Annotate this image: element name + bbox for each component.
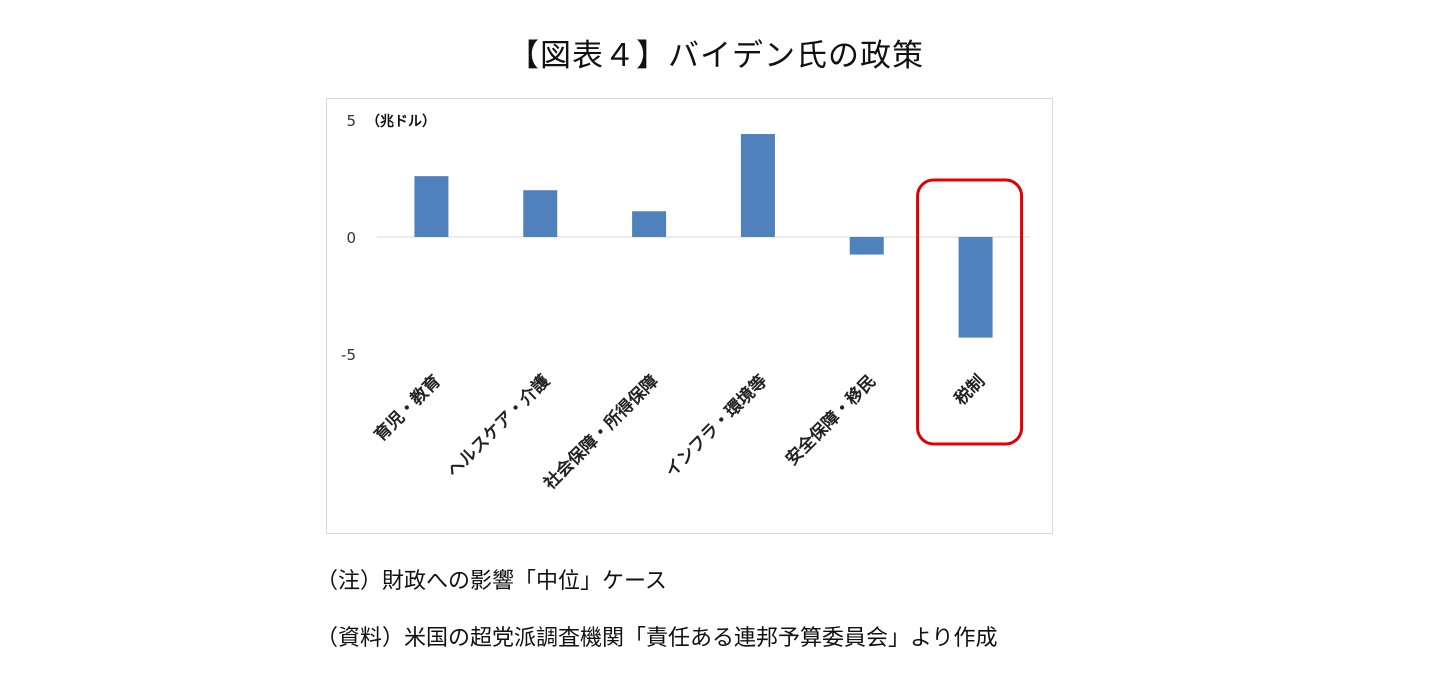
y-tick-label: 0 — [346, 229, 356, 247]
chart-source: （資料）米国の超党派調査機関「責任ある連邦予算委員会」より作成 — [316, 626, 998, 651]
chart-title: 【図表４】バイデン氏の政策 — [508, 38, 924, 74]
bar — [740, 134, 775, 237]
category-label: ヘルスケア・介護 — [443, 370, 555, 482]
bar — [632, 211, 667, 237]
category-label: 安全保障・移民 — [781, 371, 880, 470]
category-label: 税制 — [950, 371, 989, 410]
y-tick-label: 5 — [346, 112, 356, 130]
y-axis-unit: （兆ドル） — [366, 114, 436, 130]
category-label: 育児・教育 — [370, 371, 445, 446]
chart-note: （注）財政への影響「中位」ケース — [316, 569, 667, 594]
bar — [849, 237, 884, 255]
highlight-box — [916, 178, 1024, 446]
chart-area — [326, 98, 1053, 534]
y-tick-label: -5 — [341, 346, 356, 364]
bar — [414, 176, 449, 237]
bar — [958, 237, 993, 338]
category-label: インフラ・環境等 — [661, 371, 772, 482]
category-label: 社会保障・所得保障 — [539, 371, 663, 495]
bar — [523, 190, 558, 237]
